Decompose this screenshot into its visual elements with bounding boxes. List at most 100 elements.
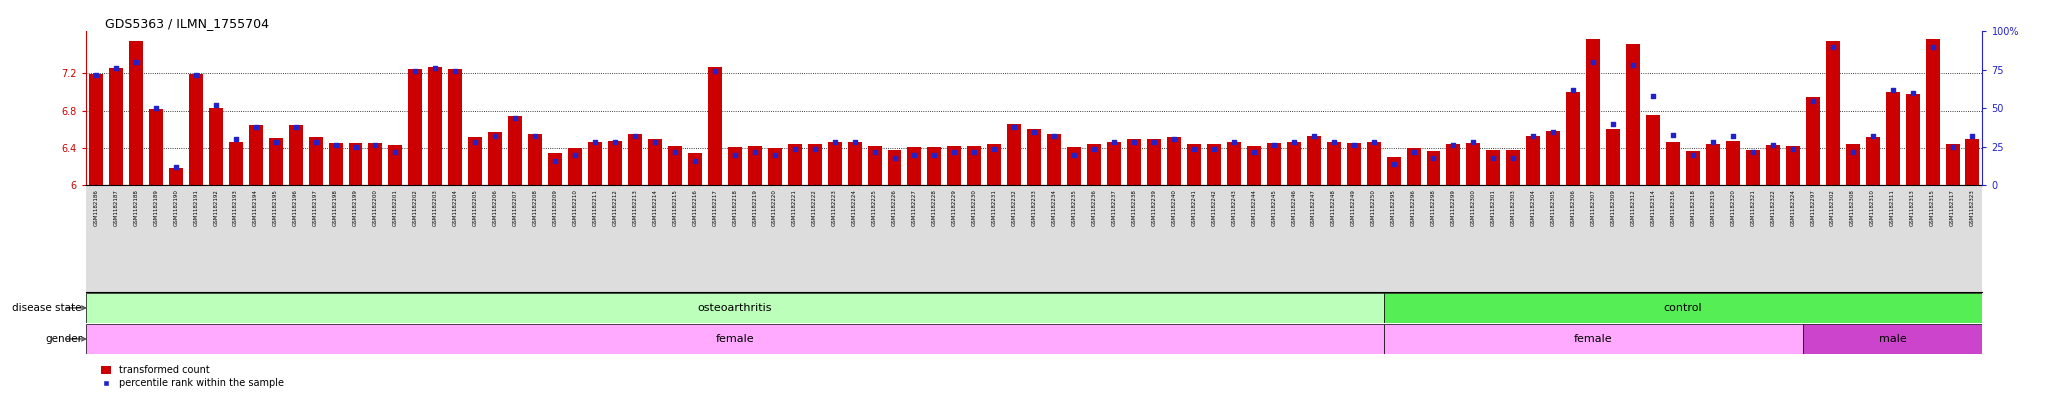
- Text: GSM1182321: GSM1182321: [1751, 189, 1755, 226]
- Text: GSM1182229: GSM1182229: [952, 189, 956, 226]
- Bar: [928, 147, 942, 185]
- Text: GSM1182189: GSM1182189: [154, 189, 158, 226]
- Bar: [967, 146, 981, 185]
- Text: GSM1182220: GSM1182220: [772, 189, 778, 226]
- Point: [1237, 149, 1270, 155]
- Bar: [229, 141, 244, 185]
- Point: [420, 65, 453, 72]
- Point: [1917, 44, 1950, 50]
- Bar: [1567, 92, 1581, 185]
- Point: [1896, 90, 1929, 96]
- Point: [598, 139, 631, 145]
- Point: [1317, 139, 1350, 145]
- Text: GSM1182195: GSM1182195: [272, 189, 279, 226]
- Point: [1257, 142, 1290, 149]
- Bar: [1008, 124, 1022, 185]
- Text: GSM1182306: GSM1182306: [1571, 189, 1575, 226]
- Point: [1696, 139, 1729, 145]
- Text: GSM1182304: GSM1182304: [1530, 189, 1536, 226]
- Bar: [1268, 143, 1280, 185]
- Text: GSM1182240: GSM1182240: [1171, 189, 1176, 226]
- Point: [1837, 149, 1870, 155]
- Bar: [1147, 139, 1161, 185]
- Bar: [629, 134, 641, 185]
- Bar: [248, 125, 262, 185]
- Point: [1477, 154, 1509, 161]
- Bar: [528, 134, 543, 185]
- Text: GSM1182218: GSM1182218: [733, 189, 737, 226]
- Text: GSM1182224: GSM1182224: [852, 189, 856, 226]
- Text: GSM1182197: GSM1182197: [313, 189, 317, 226]
- Point: [1597, 121, 1630, 127]
- Bar: [508, 116, 522, 185]
- Bar: [1825, 41, 1839, 185]
- Legend: transformed count, percentile rank within the sample: transformed count, percentile rank withi…: [100, 365, 283, 388]
- Point: [719, 152, 752, 158]
- Text: GSM1182213: GSM1182213: [633, 189, 637, 226]
- Text: female: female: [1573, 334, 1612, 344]
- Point: [199, 102, 231, 108]
- Point: [739, 149, 772, 155]
- Point: [219, 136, 252, 142]
- Text: male: male: [1878, 334, 1907, 344]
- Point: [80, 72, 113, 78]
- Point: [618, 133, 651, 140]
- Text: GSM1182203: GSM1182203: [432, 189, 438, 226]
- Text: osteoarthritis: osteoarthritis: [698, 303, 772, 313]
- Bar: [1307, 136, 1321, 185]
- Point: [479, 133, 512, 140]
- Text: GSM1182307: GSM1182307: [1591, 189, 1595, 226]
- Point: [1098, 139, 1130, 145]
- Text: GSM1182236: GSM1182236: [1092, 189, 1096, 226]
- Point: [1038, 133, 1071, 140]
- Text: GSM1182301: GSM1182301: [1491, 189, 1495, 226]
- Bar: [1247, 146, 1262, 185]
- Point: [1077, 145, 1110, 152]
- Bar: [668, 146, 682, 185]
- Point: [1536, 129, 1569, 135]
- Point: [778, 145, 811, 152]
- Bar: [1925, 39, 1939, 185]
- Point: [500, 115, 532, 121]
- Bar: [1765, 145, 1780, 185]
- Text: GSM1182313: GSM1182313: [1911, 189, 1915, 226]
- Point: [1137, 139, 1169, 145]
- Point: [299, 139, 332, 145]
- Text: GSM1182238: GSM1182238: [1133, 189, 1137, 226]
- Point: [678, 158, 711, 164]
- Text: GSM1182207: GSM1182207: [512, 189, 518, 226]
- Text: GSM1182235: GSM1182235: [1071, 189, 1077, 226]
- Bar: [86, 324, 1384, 354]
- Point: [340, 144, 373, 150]
- Bar: [1466, 143, 1481, 185]
- Text: GSM1182241: GSM1182241: [1192, 189, 1196, 226]
- Bar: [549, 153, 561, 185]
- Text: GSM1182314: GSM1182314: [1651, 189, 1655, 226]
- Text: GSM1182230: GSM1182230: [973, 189, 977, 226]
- Bar: [86, 293, 1384, 323]
- Point: [1677, 152, 1710, 158]
- Point: [879, 154, 911, 161]
- Point: [1397, 149, 1430, 155]
- Bar: [688, 153, 702, 185]
- Point: [979, 145, 1012, 152]
- Bar: [987, 144, 1001, 185]
- Point: [559, 152, 592, 158]
- Point: [1358, 139, 1391, 145]
- Point: [938, 149, 971, 155]
- Point: [639, 139, 672, 145]
- Point: [279, 124, 311, 130]
- Text: GSM1182302: GSM1182302: [1831, 189, 1835, 226]
- Bar: [1126, 139, 1141, 185]
- Bar: [827, 141, 842, 185]
- Point: [1636, 93, 1669, 99]
- Point: [997, 124, 1030, 130]
- Point: [1417, 154, 1450, 161]
- Text: GSM1182247: GSM1182247: [1311, 189, 1317, 226]
- Point: [1018, 129, 1051, 135]
- Text: GSM1182319: GSM1182319: [1710, 189, 1716, 226]
- Point: [1556, 87, 1589, 93]
- Point: [1456, 139, 1489, 145]
- Point: [1497, 154, 1530, 161]
- Bar: [1905, 94, 1919, 185]
